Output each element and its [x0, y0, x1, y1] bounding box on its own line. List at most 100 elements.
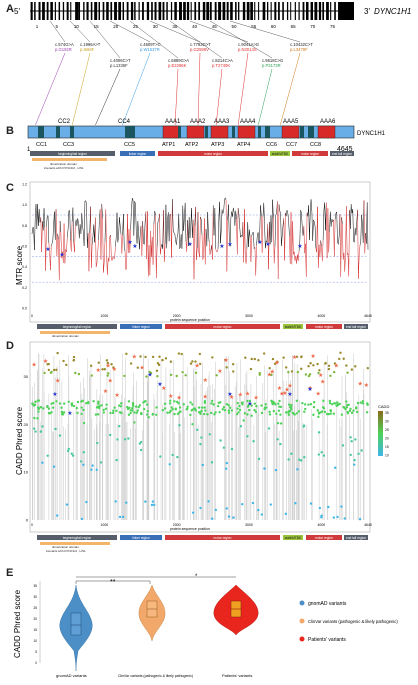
exon [50, 2, 53, 20]
mtr-segment [136, 220, 139, 244]
cadd-dot [241, 502, 244, 506]
cadd-dot [133, 411, 136, 414]
cadd-dot [171, 408, 174, 411]
legend-gnomad: gnomAD variants [308, 601, 347, 607]
exon [238, 2, 240, 20]
mtr-segment [181, 205, 184, 249]
cadd-dot [82, 463, 85, 467]
mtr-segment [121, 235, 123, 254]
mtr-segment [174, 233, 176, 240]
cadd-star-clinvar: ★ [245, 391, 250, 398]
variant-line-top [109, 20, 151, 43]
mtr-segment [223, 199, 225, 212]
cadd-star-clinvar: ★ [176, 394, 181, 401]
cadd-dot [67, 447, 70, 451]
cadd-dot [118, 515, 122, 519]
cadd-dot [336, 515, 339, 519]
cadd-dot [329, 374, 332, 377]
cadd-dot [145, 413, 149, 416]
cadd-dot [237, 411, 240, 414]
aaa-block [317, 125, 336, 139]
variant-line-top [49, 20, 66, 43]
mtr-region-end-tail: end tail region [344, 324, 368, 329]
cadd-dot [65, 363, 68, 367]
mtr-y-axis-label: MTR score [15, 245, 24, 285]
cadd-dot [96, 413, 100, 416]
exon [102, 2, 105, 20]
cadd-dot [267, 427, 271, 430]
mtr-segment [133, 201, 135, 236]
mtr-segment [42, 208, 45, 231]
variant-p-label: p.L3478F [290, 47, 308, 52]
exon-tick: 25 [133, 24, 139, 29]
cadd-dot [197, 411, 201, 414]
cadd-dot [194, 371, 198, 375]
cadd-dot [33, 416, 36, 420]
variant-c-label: c.6889G>A [168, 58, 189, 63]
exon [210, 2, 212, 20]
cadd-dot [138, 442, 141, 445]
mtr-star: ★ [227, 241, 232, 248]
exon [134, 2, 136, 20]
mtr-segment [108, 236, 111, 262]
bottom-domain-label: ATP2 [185, 142, 198, 148]
mtr-segment [283, 218, 285, 261]
mtr-star: ★ [257, 239, 262, 246]
exon-tick: 75 [330, 24, 336, 29]
cadd-star-patient: ★ [157, 381, 162, 388]
cadd-dot [236, 407, 239, 410]
cadd-dot [151, 500, 155, 503]
cadd-dot [258, 373, 261, 376]
exon [46, 2, 49, 20]
cadd-dot [279, 413, 282, 416]
cadd-dot [131, 407, 134, 410]
mtr-segment [361, 215, 363, 224]
mtr-segment [153, 210, 155, 225]
mtr-segment [44, 227, 46, 271]
mtr-segment [99, 209, 102, 260]
mtr-segment [275, 213, 277, 216]
mtr-segment [344, 253, 346, 272]
mtr-segment [60, 232, 62, 259]
variant-line-top [129, 20, 179, 59]
mtr-segment [249, 236, 252, 262]
cadd-dot [156, 375, 159, 378]
cadd-dot [101, 368, 104, 371]
mtr-segment [263, 202, 265, 225]
cadd-dot [211, 356, 214, 359]
mtr-segment [52, 223, 54, 241]
exon [126, 2, 129, 20]
cadd-star-clinvar: ★ [105, 362, 110, 369]
mtr-segment [127, 228, 130, 253]
exon [242, 2, 246, 20]
mtr-segment [240, 235, 242, 238]
cadd-dot [171, 453, 174, 457]
variant-line-bottom [71, 52, 91, 125]
mtr-segment [301, 213, 303, 227]
cadd-dot [41, 425, 44, 428]
mtr-y-tick: 1.2 [22, 183, 27, 187]
variant-line-top [189, 20, 249, 43]
mtr-segment [343, 252, 345, 272]
panel-label-e: E [6, 567, 14, 579]
cadd-dot [120, 402, 123, 405]
mtr-segment [310, 199, 312, 213]
cadd-dot [163, 407, 167, 410]
cadd-star-clinvar: ★ [229, 394, 234, 401]
cadd-x-ticks: 0 1000 2000 3000 4000 4645 [31, 523, 372, 527]
mtr-segment [57, 233, 59, 240]
variant-line-bottom [215, 68, 223, 125]
mtr-segment [306, 212, 308, 277]
cadd-dot [52, 368, 56, 372]
mtr-segment [312, 219, 314, 241]
mtr-series [31, 197, 369, 281]
cadd-star-clinvar: ★ [279, 391, 284, 398]
cadd-dot [168, 402, 172, 405]
bottom-domain-label: ATP4 [237, 142, 250, 148]
cadd-dot [276, 360, 279, 364]
mtr-segment [135, 203, 137, 232]
exon [226, 2, 229, 20]
cadd-region-end-tail: end tail region [344, 535, 368, 540]
cadd-dot [209, 411, 213, 415]
cadd-dot [168, 411, 171, 414]
